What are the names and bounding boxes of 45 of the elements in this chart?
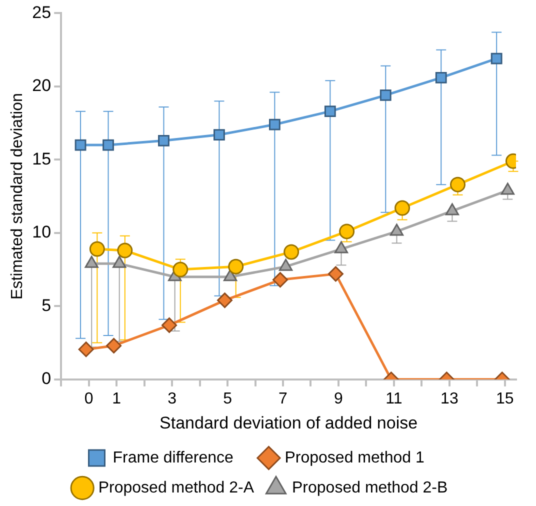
point — [490, 52, 502, 64]
legend-label: Proposed method 2-A — [98, 479, 254, 496]
point — [394, 200, 410, 216]
x-tick-label: 15 — [496, 390, 514, 408]
y-tick-label: 25 — [32, 2, 52, 22]
point — [328, 266, 344, 282]
legend-label: Frame difference — [112, 449, 247, 466]
legend-label: Proposed method 2-B — [292, 479, 448, 496]
point — [223, 269, 238, 282]
x-tick-label: 9 — [334, 390, 344, 408]
point — [102, 139, 114, 151]
point — [74, 139, 86, 151]
point — [158, 134, 170, 146]
x-tick-label: 7 — [278, 390, 288, 408]
point — [217, 292, 233, 308]
point — [450, 176, 466, 192]
y-tick-label: 20 — [32, 76, 52, 96]
x-tick-label: 1 — [112, 390, 122, 408]
y-tick-label: 15 — [32, 149, 52, 168]
y-tick-label: 5 — [42, 296, 52, 315]
legend-label: Proposed method 1 — [284, 449, 434, 466]
point — [162, 317, 178, 333]
point — [228, 258, 244, 274]
y-tick-label: 10 — [32, 222, 52, 242]
point — [106, 338, 122, 354]
point — [339, 224, 355, 240]
point — [172, 262, 188, 278]
x-tick-label: 5 — [223, 390, 232, 408]
point — [117, 242, 133, 258]
point — [214, 129, 225, 140]
point — [78, 342, 94, 358]
y-tick-label: 0 — [42, 369, 52, 388]
x-tick-label: 11 — [386, 390, 402, 408]
point — [284, 244, 300, 260]
x-tick-label: 3 — [168, 390, 177, 408]
point — [324, 106, 336, 118]
y-axis-title: Estimated standard deviation — [9, 93, 26, 300]
x-axis-title: Standard deviation of added noise — [160, 413, 418, 432]
point — [272, 272, 288, 288]
x-tick-label: 13 — [440, 390, 458, 408]
x-tick-label: 0 — [84, 390, 94, 408]
point — [380, 90, 392, 101]
point — [268, 118, 280, 130]
point — [89, 241, 105, 257]
point — [435, 72, 447, 84]
